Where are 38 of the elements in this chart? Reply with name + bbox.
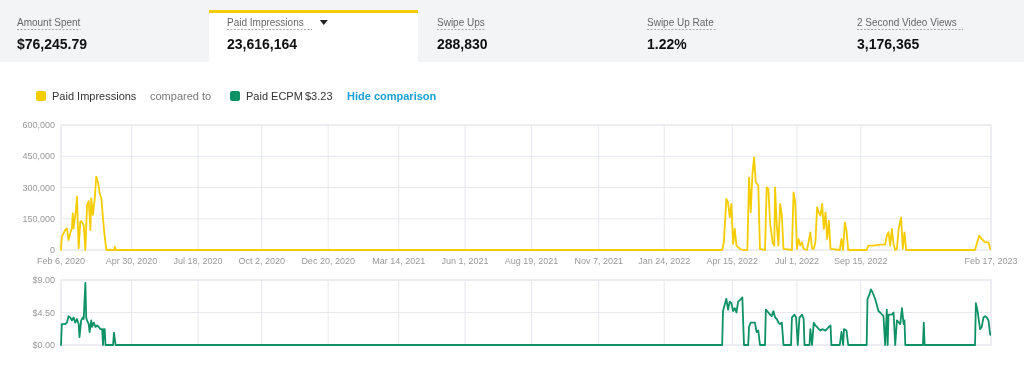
text: Swipe Up Rate — [647, 17, 715, 28]
text: 2 Second Video Views — [857, 17, 957, 28]
text: $76,245.79 — [17, 36, 88, 52]
x-tick-label: Feb 17, 2023 — [964, 256, 1018, 266]
text: Amount Spent — [17, 17, 81, 28]
y-tick-label: 0 — [49, 245, 55, 256]
y-tick-label: $0.00 — [32, 340, 55, 351]
x-tick-label: Apr 15, 2022 — [706, 256, 759, 266]
x-tick-label: Dec 20, 2020 — [301, 256, 355, 266]
x-tick-label: Sep 15, 2022 — [834, 256, 888, 266]
x-tick-label: Jul 1, 2022 — [774, 256, 819, 266]
x-tick-label: Feb 6, 2020 — [36, 256, 86, 266]
text: Paid Impressions — [227, 17, 304, 28]
x-tick-label: Nov 7, 2021 — [574, 256, 623, 266]
text: $3.23 — [305, 90, 333, 102]
y-tick-label: 300,000 — [22, 182, 55, 193]
x-tick-label: Jul 18, 2020 — [173, 256, 223, 266]
text: 3,176,365 — [857, 36, 920, 52]
y-tick-label: 450,000 — [22, 151, 55, 162]
x-tick-label: Apr 30, 2020 — [105, 256, 158, 266]
x-tick-label: Jun 1, 2021 — [441, 256, 489, 266]
x-tick-label: Jan 24, 2022 — [638, 256, 691, 266]
text: 1.22% — [647, 36, 688, 52]
y-tick-label: 150,000 — [22, 213, 55, 224]
y-tick-label: $4.50 — [32, 307, 55, 318]
text: Swipe Ups — [437, 17, 485, 28]
x-tick-label: Mar 14, 2021 — [372, 256, 426, 266]
text: compared to — [150, 90, 212, 102]
line-series — [60, 281, 992, 346]
text: 288,830 — [437, 36, 488, 52]
y-tick-label: 600,000 — [22, 120, 55, 131]
y-tick-label: $9.00 — [32, 275, 55, 286]
text: Hide comparison — [347, 90, 437, 102]
text: 23,616,164 — [227, 36, 298, 52]
x-tick-label: Oct 2, 2020 — [238, 256, 286, 266]
legend-label: Paid Impressions — [52, 90, 137, 102]
x-tick-label: Aug 19, 2021 — [504, 256, 559, 266]
legend-label: Paid ECPM — [246, 90, 303, 102]
